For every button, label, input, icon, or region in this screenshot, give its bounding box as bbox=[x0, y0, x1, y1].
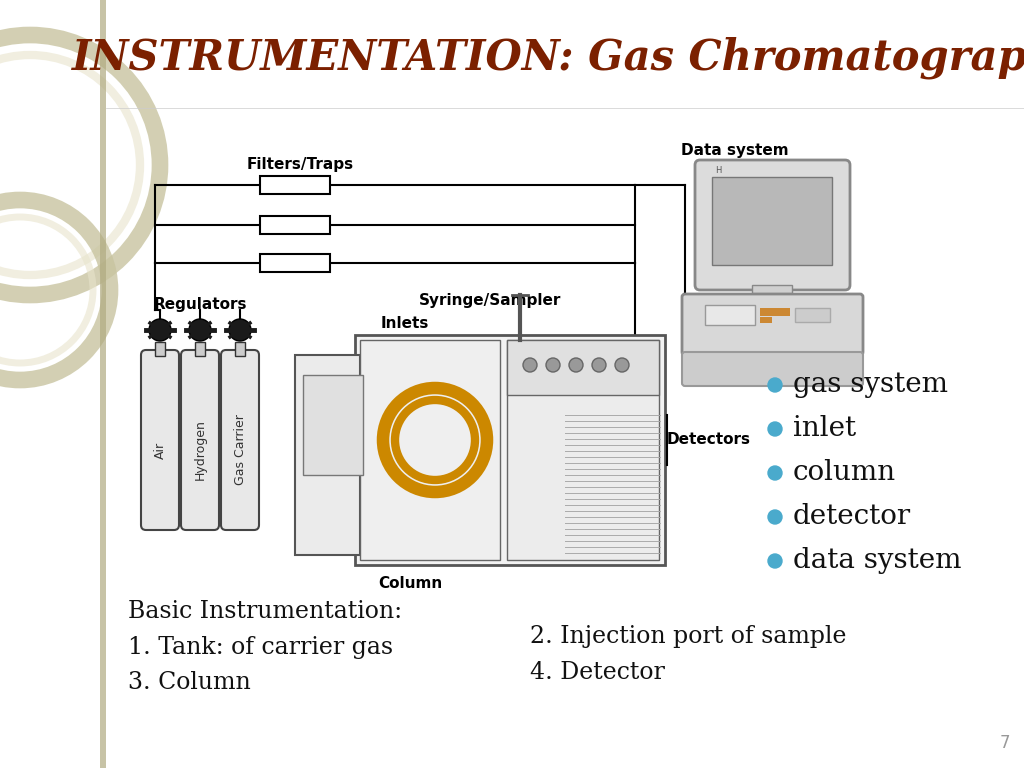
Circle shape bbox=[615, 358, 629, 372]
FancyBboxPatch shape bbox=[682, 352, 863, 386]
Circle shape bbox=[546, 358, 560, 372]
Bar bbox=[260, 216, 330, 234]
Text: Detectors: Detectors bbox=[667, 432, 751, 448]
Text: Inlets: Inlets bbox=[381, 316, 429, 330]
Circle shape bbox=[569, 358, 583, 372]
Circle shape bbox=[768, 510, 782, 524]
Text: H: H bbox=[715, 166, 721, 175]
FancyBboxPatch shape bbox=[695, 160, 850, 290]
Text: Filters/Traps: Filters/Traps bbox=[247, 157, 353, 173]
Bar bbox=[106, 0, 1024, 110]
Circle shape bbox=[768, 466, 782, 480]
Circle shape bbox=[229, 319, 251, 341]
Circle shape bbox=[150, 319, 171, 341]
Bar bbox=[705, 305, 755, 325]
Circle shape bbox=[768, 554, 782, 568]
Circle shape bbox=[523, 358, 537, 372]
Text: Hydrogen: Hydrogen bbox=[194, 419, 207, 481]
Text: inlet: inlet bbox=[793, 415, 856, 442]
Text: Gas Carrier: Gas Carrier bbox=[233, 415, 247, 485]
Text: data system: data system bbox=[793, 548, 962, 574]
Bar bbox=[195, 342, 205, 356]
FancyBboxPatch shape bbox=[221, 350, 259, 530]
Text: 2. Injection port of sample
4. Detector: 2. Injection port of sample 4. Detector bbox=[530, 625, 847, 684]
Bar bbox=[507, 340, 659, 395]
Text: 7: 7 bbox=[999, 734, 1010, 752]
Bar bbox=[234, 342, 245, 356]
Bar bbox=[760, 317, 772, 323]
Text: Air: Air bbox=[154, 442, 167, 458]
FancyBboxPatch shape bbox=[141, 350, 179, 530]
Bar bbox=[507, 340, 659, 560]
FancyBboxPatch shape bbox=[682, 294, 863, 355]
Bar bbox=[295, 355, 360, 555]
Text: detector: detector bbox=[793, 504, 911, 531]
FancyBboxPatch shape bbox=[181, 350, 219, 530]
Bar bbox=[712, 177, 831, 265]
Bar bbox=[752, 285, 792, 300]
Bar bbox=[303, 375, 362, 475]
Text: INSTRUMENTATION: Gas Chromatograph: INSTRUMENTATION: Gas Chromatograph bbox=[72, 37, 1024, 79]
Text: Basic Instrumentation:
1. Tank: of carrier gas
3. Column: Basic Instrumentation: 1. Tank: of carri… bbox=[128, 600, 402, 694]
Circle shape bbox=[768, 422, 782, 436]
Text: Column: Column bbox=[378, 575, 442, 591]
Circle shape bbox=[189, 319, 211, 341]
Text: column: column bbox=[793, 459, 896, 486]
Bar bbox=[260, 176, 330, 194]
Circle shape bbox=[592, 358, 606, 372]
Circle shape bbox=[768, 378, 782, 392]
Bar bbox=[360, 340, 500, 560]
Text: Data system: Data system bbox=[681, 143, 788, 157]
Bar bbox=[100, 0, 106, 768]
Text: gas system: gas system bbox=[793, 372, 948, 399]
Bar bbox=[260, 254, 330, 272]
Bar bbox=[155, 342, 165, 356]
Text: Regulators: Regulators bbox=[154, 297, 247, 313]
Bar bbox=[760, 308, 790, 316]
Bar bbox=[355, 335, 665, 565]
Text: Syringe/Sampler: Syringe/Sampler bbox=[419, 293, 561, 307]
Bar bbox=[795, 308, 830, 322]
